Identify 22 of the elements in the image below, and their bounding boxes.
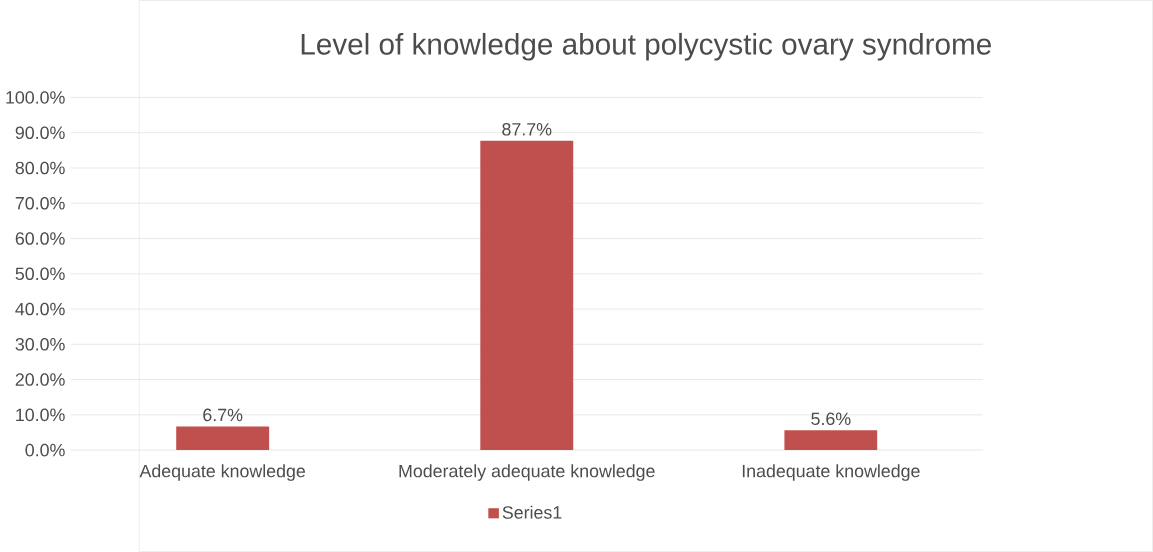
legend-label: Series1 (502, 505, 562, 519)
chart-title: Level of knowledge about polycystic ovary syndrome (301, 33, 991, 61)
y-tick-label: 80.0% (15, 161, 65, 175)
bar (480, 140, 574, 451)
y-tick-label: 10.0% (16, 408, 65, 422)
bar (784, 430, 878, 451)
x-tick-label: Inadequate knowledge (742, 464, 920, 481)
data-label: 6.7% (203, 408, 243, 422)
y-tick-label: 20.0% (15, 373, 65, 386)
y-tick-label: 100.0% (6, 91, 65, 104)
data-label: 87.7% (502, 123, 552, 136)
bar (176, 426, 270, 451)
y-tick-label: 70.0% (15, 197, 65, 210)
data-label: 5.6% (811, 412, 851, 426)
x-tick-label: Adequate knowledge (139, 464, 306, 481)
y-tick-label: 60.0% (15, 232, 65, 245)
y-tick-label: 90.0% (15, 126, 65, 140)
y-tick-label: 30.0% (15, 338, 65, 351)
y-tick-label: 40.0% (15, 302, 65, 316)
y-tick-label: 0.0% (25, 443, 65, 457)
y-tick-label: 50.0% (15, 267, 65, 281)
x-tick-label: Moderately adequate knowledge (399, 464, 655, 481)
